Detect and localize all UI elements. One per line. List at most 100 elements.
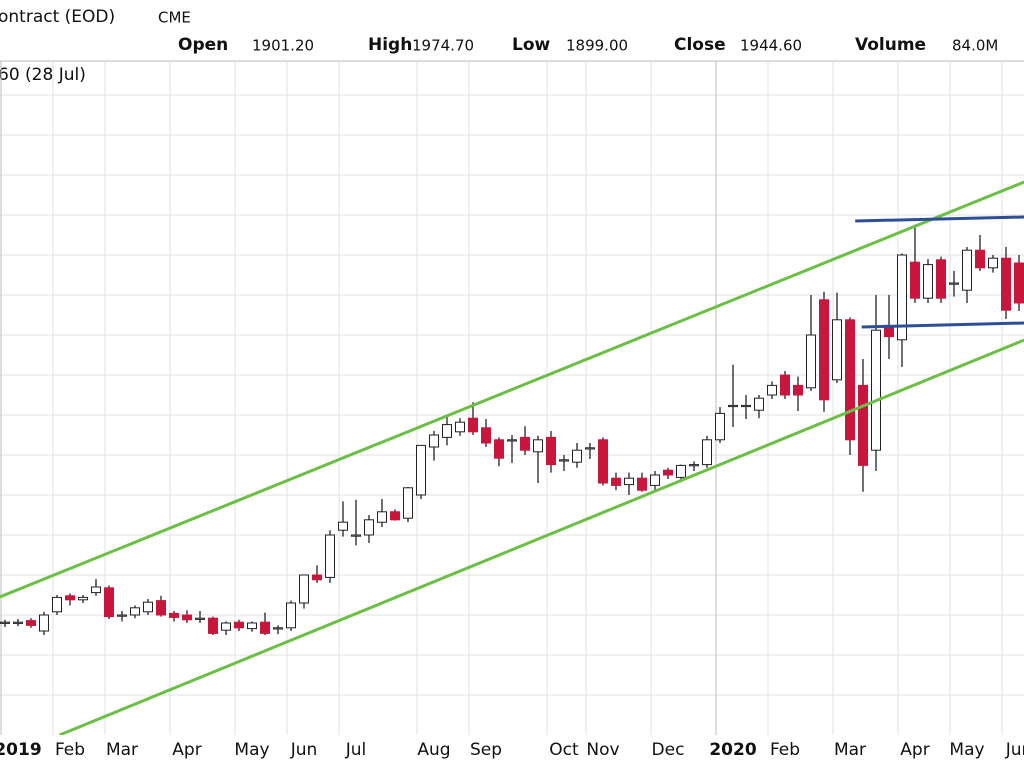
candle-body [767,384,777,396]
candle-body [663,469,673,476]
stat-value: 1974.70 [412,37,474,55]
candle-body [234,621,244,629]
stat-value: 84.0M [952,37,998,55]
candle-body [429,434,439,448]
trendline [59,338,1024,735]
candle-body [936,259,946,299]
candle-body [416,444,426,496]
candle-body [156,600,166,616]
candle-body [143,601,153,613]
candle-body [585,447,595,450]
x-tick-label: 2019 [0,740,42,760]
x-tick-label: Feb [770,740,800,760]
stat-label: Close [674,35,726,55]
x-tick-label: Apr [900,740,929,760]
candle-body [52,596,62,613]
subtitle: 60 (28 Jul) [0,65,86,85]
x-tick-label: Mar [106,740,138,760]
trendlines [0,180,1024,735]
labels: Open 1901.20 High 1974.70 Low 1899.00 Close 194… [0,35,1024,760]
x-tick-label: Oct [549,740,579,760]
candle-body [520,436,530,451]
candle-body [481,427,491,444]
x-tick-label: Sep [470,740,502,760]
candle-body [286,602,296,629]
candle-body [507,439,517,442]
candle-body [598,439,608,484]
candle-body [117,614,127,617]
candle-body [390,511,400,521]
candle-body [910,261,920,299]
candle-body [455,421,465,433]
x-tick-label: Aug [417,740,450,760]
candle-body [364,519,374,536]
stat-label: High [368,35,412,55]
x-tick-label: Feb [55,740,85,760]
candle-body [780,374,790,396]
candle-body [351,534,361,537]
candle-body [611,477,621,486]
candle-body [442,424,452,438]
trendline [0,180,1024,599]
candle-body [91,586,101,594]
candle-body [923,264,933,299]
chart-title: ontract (EOD) [0,7,115,27]
candle-body [221,622,231,631]
candle-body [689,464,699,467]
candle-body [182,614,192,621]
candle-body [728,404,738,408]
candle-body [949,282,959,285]
trendline [861,321,1024,329]
stat-value: 1944.60 [740,37,802,55]
candle-body [13,621,23,624]
candle-body [676,464,686,478]
candle-body [546,436,556,466]
candle-body [247,622,257,630]
candle-body [208,617,218,634]
candle-body [858,384,868,466]
trendline [855,215,1024,223]
stat-value: 1901.20 [252,37,314,55]
candle-body [806,334,816,389]
candle-body [533,439,543,453]
candle-body [26,620,36,626]
candle-body [637,477,647,491]
candle-body [871,329,881,451]
candle-body [845,319,855,441]
candle-body [169,612,179,618]
exchange: CME [158,9,191,27]
candle-body [793,384,803,396]
candle-body [572,449,582,463]
candle-body [1014,262,1024,304]
plot [0,224,1024,635]
candle-body [715,412,725,441]
candle-body [494,439,504,459]
candle-body [65,595,75,601]
candle-body [0,621,10,624]
candle-body [650,474,660,486]
x-tick-label: Nov [586,740,619,760]
candle-body [897,254,907,341]
candle-body [273,627,283,630]
x-tick-label: Jun [1005,740,1024,760]
candle-body [195,617,205,620]
candle-body [741,404,751,408]
candle-body [338,521,348,531]
candle-body [104,587,114,618]
x-tick-label: Jun [290,740,318,760]
x-tick-label: May [949,740,984,760]
candle-body [962,249,972,291]
candle-body [819,299,829,401]
x-tick-label: 2020 [709,740,756,760]
candle-body [377,511,387,523]
candle-body [975,249,985,269]
candle-body [988,257,998,269]
candle-body [832,319,842,381]
x-tick-label: Dec [652,740,685,760]
stat-label: Open [178,35,228,55]
candle-body [39,614,49,632]
candle-body [559,459,569,462]
stat-value: 1899.00 [566,37,628,55]
x-tick-label: Mar [834,740,866,760]
